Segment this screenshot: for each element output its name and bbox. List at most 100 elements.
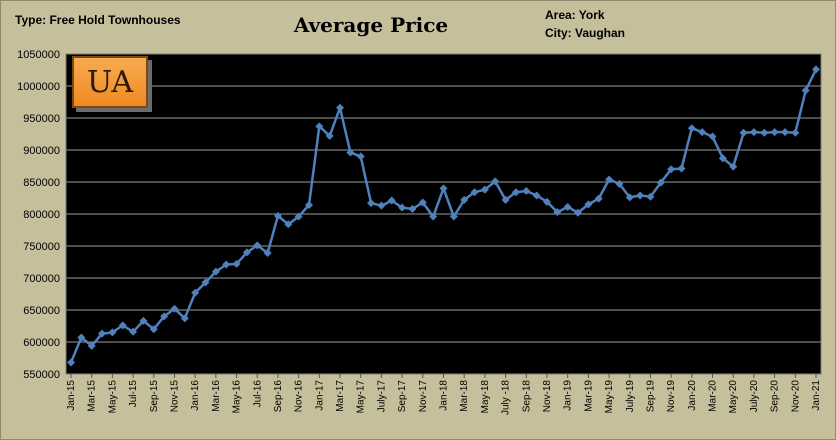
y-tick-label: 750000 <box>23 241 60 253</box>
y-tick-label: 550000 <box>23 369 60 381</box>
data-point <box>522 186 531 195</box>
data-point <box>98 329 107 338</box>
x-tick-label: Jul-16 <box>252 380 263 408</box>
y-tick-label: 1000000 <box>17 81 60 93</box>
data-point <box>201 278 210 287</box>
x-tick-label: May-16 <box>232 380 243 414</box>
x-tick-label: May-15 <box>107 380 118 414</box>
x-tick-label: Nov-15 <box>169 380 180 413</box>
data-point <box>232 259 241 268</box>
x-tick-label: Mar-17 <box>335 380 346 412</box>
data-point <box>718 154 727 163</box>
x-tick-label: Mar-19 <box>583 380 594 412</box>
y-tick-label: 700000 <box>23 273 60 285</box>
x-axis-ticks: Jan-15 Mar-15 May-15 Jul-15 Sep-15 Nov-15 Jan-… <box>66 374 822 415</box>
data-point <box>780 128 789 137</box>
x-tick-label: July-17 <box>376 380 387 413</box>
data-point <box>656 178 665 187</box>
x-tick-label: Sep-16 <box>273 380 284 413</box>
series-average-price <box>67 65 820 367</box>
x-tick-label: Mar-20 <box>708 380 719 412</box>
data-point <box>532 191 541 200</box>
data-point <box>770 128 779 137</box>
data-point <box>170 304 179 313</box>
data-point <box>273 211 282 220</box>
data-point <box>429 212 438 221</box>
y-tick-label: 600000 <box>23 337 60 349</box>
data-point <box>284 220 293 229</box>
data-point <box>408 204 417 213</box>
data-point <box>646 192 655 201</box>
data-point <box>698 128 707 137</box>
data-point <box>325 131 334 140</box>
data-point <box>77 333 86 342</box>
data-point <box>377 201 386 210</box>
y-tick-label: 900000 <box>23 145 60 157</box>
data-point <box>160 312 169 321</box>
y-tick-label: 1050000 <box>17 49 60 61</box>
x-tick-label: May-20 <box>728 380 739 414</box>
x-tick-label: Sep-19 <box>645 380 656 413</box>
data-point <box>118 321 127 330</box>
data-point <box>211 267 220 276</box>
data-point <box>418 198 427 207</box>
data-point <box>460 195 469 204</box>
x-tick-label: Mar-18 <box>459 380 470 412</box>
data-point <box>812 65 820 74</box>
x-tick-label: Jan-21 <box>811 380 822 411</box>
data-point <box>346 148 355 157</box>
data-point <box>542 197 551 206</box>
x-tick-label: Jan-16 <box>190 380 201 411</box>
data-point <box>605 175 614 184</box>
x-tick-label: May-19 <box>604 380 615 414</box>
data-point <box>191 288 200 297</box>
data-point <box>398 203 407 212</box>
data-point <box>687 124 696 133</box>
x-tick-label: July -18 <box>501 380 512 415</box>
data-point <box>511 188 520 197</box>
x-tick-label: May-18 <box>480 380 491 414</box>
data-point <box>367 199 376 208</box>
data-point <box>294 212 303 221</box>
x-tick-label: Mar-16 <box>211 380 222 412</box>
data-point <box>180 314 189 323</box>
x-tick-label: July-20 <box>749 380 760 413</box>
data-point <box>315 122 324 131</box>
area-label: Area: York <box>545 8 605 22</box>
data-point <box>574 208 583 217</box>
data-point <box>222 260 231 269</box>
x-tick-label: Jan-15 <box>66 380 77 411</box>
data-point <box>263 249 272 258</box>
x-tick-label: Jul-15 <box>128 380 139 408</box>
x-tick-label: Sep-15 <box>149 380 160 413</box>
x-tick-label: Nov-19 <box>666 380 677 413</box>
data-point <box>667 165 676 174</box>
data-point <box>677 164 686 173</box>
data-point <box>491 177 500 186</box>
data-point <box>449 212 458 221</box>
data-point <box>108 328 117 337</box>
data-point <box>356 152 365 161</box>
data-point <box>149 325 158 334</box>
y-tick-label: 800000 <box>23 209 60 221</box>
data-point <box>584 200 593 209</box>
x-tick-label: Sep-20 <box>770 380 781 413</box>
x-tick-label: Nov-18 <box>542 380 553 413</box>
x-tick-label: Sep-17 <box>397 380 408 413</box>
data-point <box>760 128 769 137</box>
chart-title: Average Price <box>293 13 449 37</box>
data-point <box>470 188 479 197</box>
data-point <box>87 341 96 350</box>
x-tick-label: Sep-18 <box>521 380 532 413</box>
y-tick-label: 850000 <box>23 177 60 189</box>
x-tick-label: Jan-19 <box>563 380 574 411</box>
x-tick-label: Jan-20 <box>687 380 698 411</box>
grid-lines <box>65 53 822 375</box>
data-point <box>739 128 748 137</box>
data-point <box>729 162 738 171</box>
x-tick-label: July-19 <box>625 380 636 413</box>
y-tick-label: 650000 <box>23 305 60 317</box>
data-point <box>791 128 800 137</box>
data-point <box>625 193 634 202</box>
